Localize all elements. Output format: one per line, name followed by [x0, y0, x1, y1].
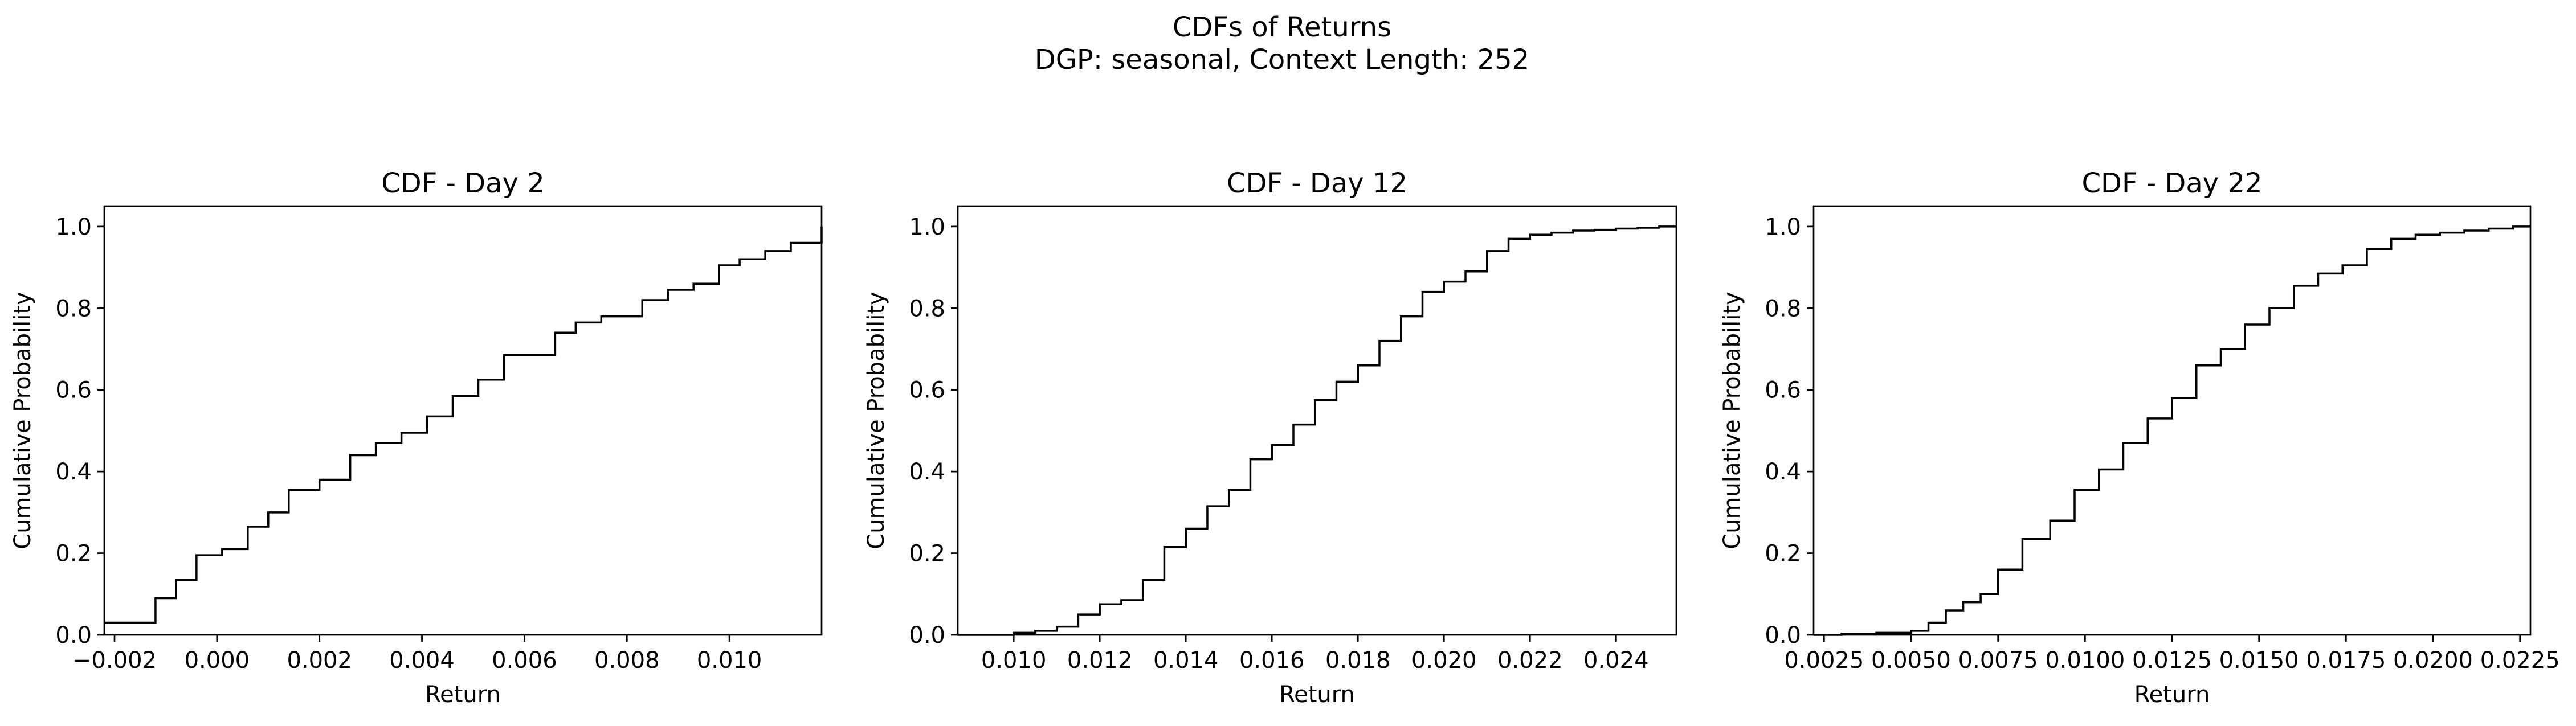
x-tick-label: 0.010 — [981, 647, 1047, 674]
y-axis-label-day-12: Cumulative Probability — [863, 292, 889, 549]
x-axis-label-day-22: Return — [2134, 682, 2210, 708]
x-tick-label: 0.006 — [492, 647, 557, 674]
x-tick-label: 0.000 — [185, 647, 250, 674]
x-tick-label: 0.012 — [1067, 647, 1133, 674]
cdf-step-line-day-12 — [958, 225, 1676, 636]
y-tick-label: 1.0 — [909, 214, 945, 240]
axes-frame-day-22 — [1812, 205, 2532, 636]
y-tick-label: 0.4 — [1765, 459, 1801, 485]
y-tick-label: 0.8 — [55, 296, 92, 322]
subplot-day-2: −0.002 0.000 0.002 0.004 0.006 0.008 0.010 0.0 0… — [10, 167, 823, 708]
x-axis-label-day-2: Return — [425, 682, 501, 708]
y-tick-label: 0.2 — [55, 541, 92, 567]
y-tick-label: 0.0 — [1765, 622, 1801, 649]
y-tick-label: 0.6 — [909, 378, 945, 404]
x-tick-label: 0.0225 — [2480, 647, 2560, 674]
x-tick-label: 0.016 — [1239, 647, 1305, 674]
x-tick-label: 0.0100 — [2045, 647, 2125, 674]
x-tick-label: 0.010 — [697, 647, 762, 674]
x-tick-label: 0.0050 — [1871, 647, 1951, 674]
x-tick-label: 0.0175 — [2306, 647, 2386, 674]
x-tick-label: 0.002 — [287, 647, 352, 674]
axes-frame-day-12 — [957, 205, 1677, 636]
y-tick-label: 1.0 — [55, 214, 92, 240]
subplot-day-22: 0.0025 0.0050 0.0075 0.0100 0.0125 0.0150 0.01… — [1719, 167, 2560, 708]
y-tick-label: 0.6 — [55, 378, 92, 404]
x-tick-label: 0.018 — [1325, 647, 1391, 674]
y-tick-label: 1.0 — [1765, 214, 1801, 240]
x-tick-label: 0.0125 — [2132, 647, 2212, 674]
x-tick-label: 0.0075 — [1958, 647, 2038, 674]
subplot-title-day-12: CDF - Day 12 — [1227, 167, 1407, 199]
y-tick-label: 0.8 — [1765, 296, 1801, 322]
y-tick-label: 0.6 — [1765, 378, 1801, 404]
x-tick-label: −0.002 — [72, 647, 157, 674]
y-axis-label-day-22: Cumulative Probability — [1719, 292, 1745, 549]
x-axis-label-day-12: Return — [1279, 682, 1355, 708]
figure-title-line1: CDFs of Returns — [1173, 11, 1391, 43]
y-axis-label-day-2: Cumulative Probability — [10, 292, 36, 549]
x-tick-label: 0.004 — [389, 647, 455, 674]
x-tick-label: 0.024 — [1583, 647, 1649, 674]
subplot-title-day-2: CDF - Day 2 — [381, 167, 545, 199]
x-tick-label: 0.0200 — [2393, 647, 2473, 674]
y-tick-label: 0.0 — [55, 622, 92, 649]
y-tick-label: 0.4 — [55, 459, 92, 485]
figure-title-line2: DGP: seasonal, Context Length: 252 — [1035, 44, 1529, 76]
axes-frame-day-2 — [103, 205, 823, 636]
x-tick-label: 0.0025 — [1784, 647, 1864, 674]
subplot-day-12: 0.010 0.012 0.014 0.016 0.018 0.020 0.022 0.024… — [863, 167, 1677, 708]
cdf-step-line-day-2 — [104, 226, 823, 624]
x-tick-label: 0.020 — [1411, 647, 1477, 674]
y-tick-label: 0.2 — [909, 541, 945, 567]
y-tick-label: 0.0 — [909, 622, 945, 649]
y-tick-label: 0.4 — [909, 459, 945, 485]
x-tick-label: 0.0150 — [2219, 647, 2299, 674]
cdf-step-line-day-22 — [1814, 225, 2530, 636]
x-tick-label: 0.008 — [594, 647, 660, 674]
subplot-title-day-22: CDF - Day 22 — [2081, 167, 2262, 199]
y-tick-label: 0.2 — [1765, 541, 1801, 567]
x-tick-label: 0.014 — [1153, 647, 1219, 674]
x-tick-label: 0.022 — [1497, 647, 1563, 674]
y-tick-label: 0.8 — [909, 296, 945, 322]
